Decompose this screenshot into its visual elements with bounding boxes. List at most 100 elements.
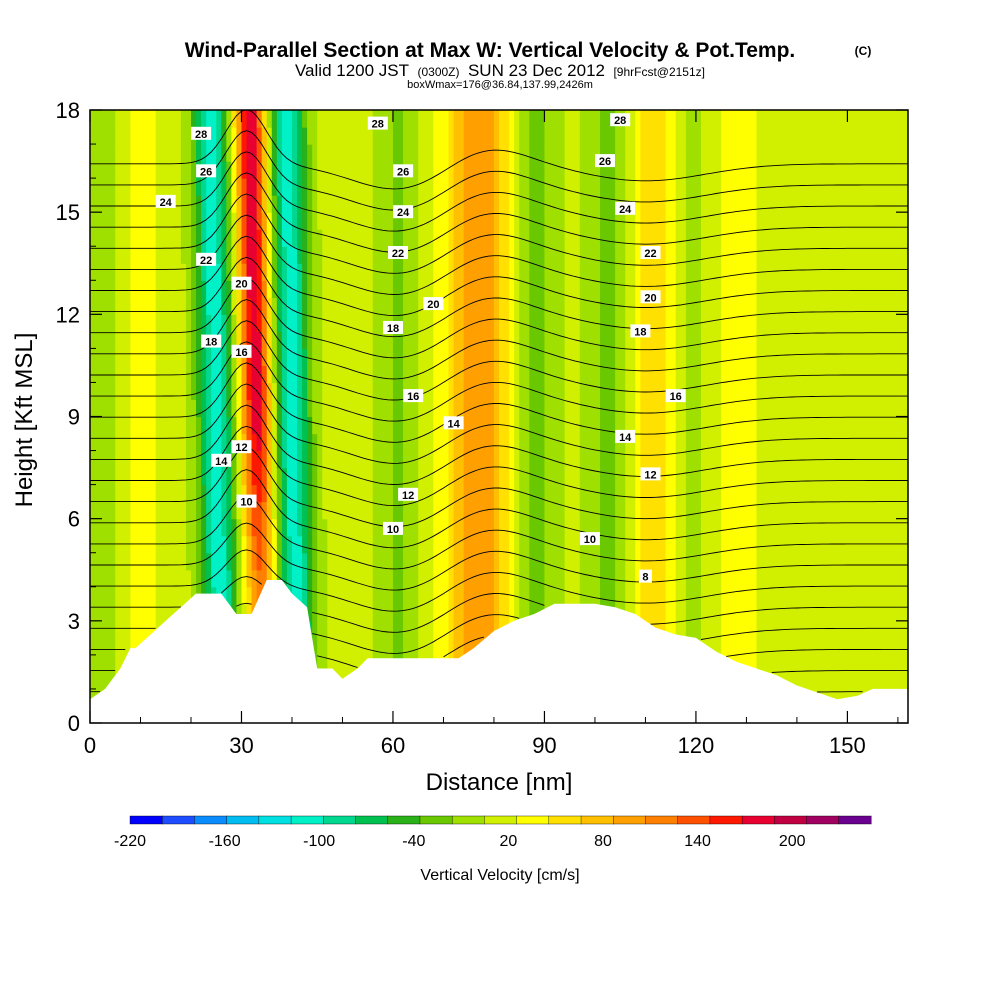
velocity-cell bbox=[655, 195, 662, 213]
velocity-cell bbox=[554, 552, 561, 571]
velocity-cell bbox=[246, 297, 253, 315]
velocity-cell bbox=[155, 110, 162, 128]
velocity-cell bbox=[357, 144, 364, 162]
velocity-cell bbox=[403, 433, 409, 452]
velocity-cell bbox=[150, 586, 157, 605]
velocity-cell bbox=[317, 416, 323, 435]
velocity-cell bbox=[509, 348, 515, 367]
velocity-cell bbox=[625, 518, 631, 537]
velocity-cell bbox=[433, 586, 440, 605]
velocity-cell bbox=[433, 229, 440, 247]
velocity-cell bbox=[706, 620, 712, 639]
velocity-cell bbox=[105, 433, 111, 452]
velocity-cell bbox=[554, 450, 561, 469]
velocity-cell bbox=[670, 399, 677, 418]
velocity-cell bbox=[266, 246, 273, 264]
velocity-cell bbox=[766, 314, 773, 332]
velocity-cell bbox=[337, 297, 344, 315]
velocity-cell bbox=[256, 467, 263, 486]
velocity-cell bbox=[579, 382, 586, 401]
velocity-cell bbox=[736, 484, 742, 503]
velocity-cell bbox=[418, 518, 424, 537]
velocity-cell bbox=[630, 280, 636, 298]
velocity-cell bbox=[468, 535, 475, 554]
velocity-cell bbox=[185, 161, 192, 179]
velocity-cell bbox=[372, 552, 379, 571]
velocity-cell bbox=[347, 467, 354, 486]
subtitle-fcst: [9hrFcst@2151z] bbox=[613, 65, 705, 79]
velocity-cell bbox=[761, 535, 768, 554]
velocity-cell bbox=[468, 263, 475, 281]
velocity-cell bbox=[145, 195, 152, 213]
velocity-cell bbox=[700, 314, 707, 332]
velocity-cell bbox=[655, 484, 662, 503]
velocity-cell bbox=[721, 637, 727, 656]
velocity-cell bbox=[196, 365, 202, 384]
velocity-cell bbox=[706, 467, 712, 486]
velocity-cell bbox=[509, 212, 515, 230]
velocity-cell bbox=[281, 212, 288, 230]
velocity-cell bbox=[605, 382, 611, 401]
velocity-cell bbox=[185, 331, 192, 349]
velocity-cell bbox=[700, 501, 707, 520]
velocity-cell bbox=[342, 620, 349, 639]
velocity-cell bbox=[433, 484, 440, 503]
velocity-cell bbox=[90, 144, 96, 162]
velocity-cell bbox=[478, 195, 485, 213]
velocity-cell bbox=[781, 501, 788, 520]
velocity-cell bbox=[655, 586, 662, 605]
velocity-cell bbox=[443, 382, 450, 401]
velocity-cell bbox=[387, 467, 394, 486]
velocity-cell bbox=[125, 144, 131, 162]
velocity-cell bbox=[458, 178, 465, 196]
velocity-cell bbox=[120, 331, 126, 349]
velocity-cell bbox=[721, 382, 727, 401]
velocity-cell bbox=[423, 161, 429, 179]
velocity-cell bbox=[110, 178, 116, 196]
velocity-cell bbox=[332, 280, 339, 298]
velocity-cell bbox=[312, 263, 318, 281]
velocity-cell bbox=[342, 484, 349, 503]
velocity-cell bbox=[428, 501, 434, 520]
velocity-cell bbox=[594, 331, 601, 349]
velocity-cell bbox=[711, 178, 717, 196]
velocity-cell bbox=[347, 161, 354, 179]
velocity-cell bbox=[736, 467, 742, 486]
velocity-cell bbox=[761, 654, 768, 673]
velocity-cell bbox=[236, 518, 243, 537]
velocity-cell bbox=[559, 195, 566, 213]
velocity-cell bbox=[468, 161, 475, 179]
velocity-cell bbox=[302, 280, 308, 298]
velocity-cell bbox=[423, 569, 429, 588]
velocity-cell bbox=[660, 603, 667, 622]
velocity-cell bbox=[130, 552, 137, 571]
velocity-cell bbox=[221, 178, 227, 196]
velocity-cell bbox=[589, 552, 596, 571]
velocity-cell bbox=[246, 535, 253, 554]
velocity-cell bbox=[731, 518, 737, 537]
velocity-cell bbox=[448, 450, 455, 469]
velocity-cell bbox=[706, 212, 712, 230]
velocity-cell bbox=[478, 280, 485, 298]
velocity-cell bbox=[90, 671, 96, 690]
velocity-cell bbox=[756, 280, 763, 298]
velocity-cell bbox=[650, 331, 657, 349]
velocity-cell bbox=[327, 314, 333, 332]
velocity-cell bbox=[115, 382, 121, 401]
velocity-cell bbox=[605, 229, 611, 247]
velocity-cell bbox=[206, 178, 212, 196]
velocity-cell bbox=[564, 110, 571, 128]
velocity-cell bbox=[524, 144, 530, 162]
velocity-cell bbox=[716, 382, 722, 401]
velocity-cell bbox=[286, 433, 293, 452]
velocity-cell bbox=[665, 535, 672, 554]
velocity-cell bbox=[635, 518, 641, 537]
velocity-cell bbox=[574, 280, 581, 298]
velocity-cell bbox=[206, 280, 212, 298]
velocity-cell bbox=[352, 450, 359, 469]
velocity-cell bbox=[483, 161, 490, 179]
velocity-cell bbox=[594, 569, 601, 588]
velocity-cell bbox=[640, 144, 647, 162]
velocity-cell bbox=[100, 314, 106, 332]
velocity-cell bbox=[695, 399, 702, 418]
